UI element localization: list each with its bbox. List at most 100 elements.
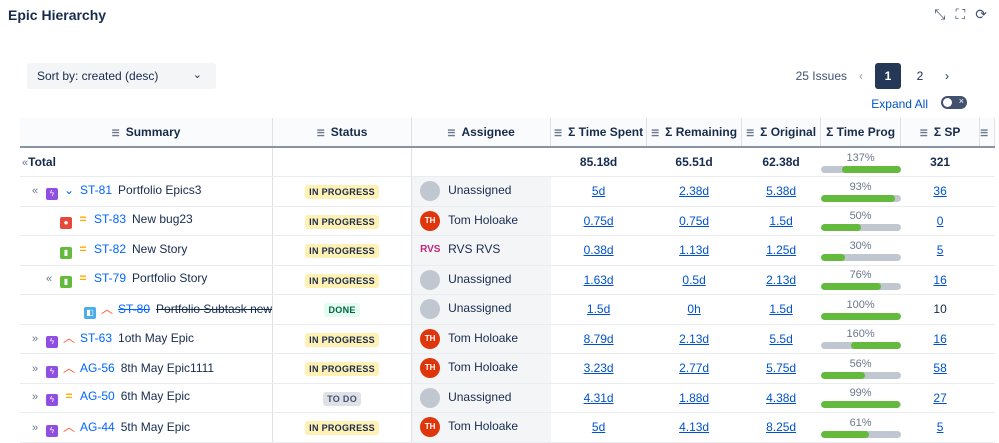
column-settings-icon[interactable]: ☰ xyxy=(316,128,325,138)
table-row[interactable]: » ϟ ︿ AG-56 8th May Epic1111 IN PROGRESS TH T… xyxy=(20,353,995,384)
column-header-extra[interactable]: ☰ xyxy=(979,118,996,148)
priority-high-icon: ︿ xyxy=(100,301,113,316)
column-header[interactable]: ☰ Σ SP xyxy=(900,118,981,148)
issue-key-link[interactable]: AG-50 xyxy=(80,389,115,404)
progress-fill xyxy=(842,165,901,173)
assignee-name: Unassigned xyxy=(448,389,512,404)
issue-key-link[interactable]: ST-80 xyxy=(118,301,151,316)
page-2-button[interactable]: 2 xyxy=(916,69,924,83)
table-row[interactable]: ● = ST-83 New bug23 IN PROGRESS TH Tom Holoa… xyxy=(20,206,995,236)
issue-key-link[interactable]: ST-83 xyxy=(94,212,127,227)
column-settings-icon[interactable]: ☰ xyxy=(111,128,120,138)
table-row[interactable]: « ϟ ⌄ ST-81 Portfolio Epics3 IN PROGRESS Una… xyxy=(20,176,995,207)
next-page-icon[interactable]: › xyxy=(945,69,949,83)
remaining-link[interactable]: 0h xyxy=(687,302,701,317)
table-row[interactable]: » ϟ = AG-50 6th May Epic TO DO Unassigned 4.… xyxy=(20,383,995,413)
remaining-link[interactable]: 0.5d xyxy=(682,272,706,287)
table-row[interactable]: » ϟ ︿ AG-44 5th May Epic IN PROGRESS TH Tom H… xyxy=(20,412,995,443)
sort-dropdown[interactable]: Sort by: created (desc) ⌄ xyxy=(27,63,216,89)
table-row[interactable]: ▮ = ST-82 New Story IN PROGRESS RVS RVS RVS … xyxy=(20,235,995,266)
expand-toggle-icon[interactable]: » xyxy=(32,362,39,375)
column-header[interactable]: ☰ Σ Time Spent xyxy=(550,118,648,148)
fullscreen-icon[interactable]: ⛶ xyxy=(955,6,966,22)
epic-icon: ϟ xyxy=(46,187,58,200)
time-progress: 61% xyxy=(820,417,901,438)
story-points[interactable]: 0 xyxy=(936,213,944,228)
issue-key-link[interactable]: AG-56 xyxy=(80,360,115,375)
remaining-link[interactable]: 0.75d xyxy=(679,213,710,228)
expand-all-link[interactable]: Expand All xyxy=(871,97,928,111)
story-icon: ▮ xyxy=(60,246,72,259)
story-points[interactable]: 5 xyxy=(936,420,944,435)
original-link[interactable]: 5.5d xyxy=(769,331,793,346)
pagination: 25 Issues ‹ 1 2 › xyxy=(796,63,955,89)
story-points: 10 xyxy=(933,302,947,317)
expand-toggle-icon[interactable]: « xyxy=(32,184,39,197)
table-row[interactable]: « ▮ = ST-79 Portfolio Story IN PROGRESS Unas… xyxy=(20,265,995,295)
issue-key-link[interactable]: ST-79 xyxy=(94,271,127,286)
column-settings-icon[interactable]: ☰ xyxy=(746,128,755,138)
remaining-link[interactable]: 4.13d xyxy=(679,420,710,435)
column-header[interactable]: ☰ Σ Original xyxy=(741,118,822,148)
refresh-icon[interactable]: ⟳ xyxy=(975,6,987,22)
time-spent-link[interactable]: 5d xyxy=(591,184,606,199)
column-settings-icon[interactable]: ☰ xyxy=(447,128,456,138)
column-settings-icon[interactable]: ☰ xyxy=(919,128,928,138)
expand-toggle-icon[interactable]: » xyxy=(32,391,39,404)
column-header[interactable]: ☰ Summary xyxy=(20,118,274,148)
column-label: Σ Time Prog xyxy=(826,125,896,139)
column-header[interactable]: ☰ Status xyxy=(272,118,413,148)
issue-key-link[interactable]: ST-81 xyxy=(80,182,113,197)
original-link[interactable]: 8.25d xyxy=(766,420,797,435)
remaining-link[interactable]: 2.38d xyxy=(679,184,710,199)
time-spent-link[interactable]: 1.5d xyxy=(586,302,611,317)
original-link[interactable]: 1.5d xyxy=(769,213,793,228)
time-spent-link[interactable]: 4.31d xyxy=(583,390,614,405)
original-link[interactable]: 4.38d xyxy=(766,390,797,405)
story-points[interactable]: 36 xyxy=(933,184,947,199)
expand-toggle-icon[interactable]: » xyxy=(32,421,39,434)
column-settings-icon[interactable]: ☰ xyxy=(554,128,563,138)
time-spent-link[interactable]: 1.63d xyxy=(583,272,614,287)
issue-key-link[interactable]: ST-82 xyxy=(94,241,127,256)
original-link[interactable]: 5.38d xyxy=(766,184,797,199)
collapse-all-icon[interactable]: « xyxy=(22,157,29,169)
column-header[interactable]: ☰ Σ Remaining xyxy=(646,118,743,148)
table-row[interactable]: ◧ ︿ ST-80 Portfolio Subtask new DONE Unassi… xyxy=(20,294,995,325)
column-settings-icon[interactable]: ☰ xyxy=(651,128,660,138)
expand-toggle-icon[interactable]: « xyxy=(46,273,53,286)
original-link[interactable]: 2.13d xyxy=(766,272,797,287)
original-link[interactable]: 5.75d xyxy=(766,361,797,376)
remaining-link[interactable]: 1.13d xyxy=(679,243,710,258)
collapse-icon[interactable]: ⤡ xyxy=(934,6,946,22)
remaining-link[interactable]: 2.77d xyxy=(679,361,710,376)
remaining-link[interactable]: 2.13d xyxy=(679,331,710,346)
issue-key-link[interactable]: AG-44 xyxy=(80,419,115,434)
time-spent-link[interactable]: 0.38d xyxy=(583,243,614,258)
issue-key-link[interactable]: ST-63 xyxy=(80,331,113,346)
column-header[interactable]: ☰ Assignee xyxy=(411,118,552,148)
time-spent-link[interactable]: 5d xyxy=(591,420,606,435)
page-1-button[interactable]: 1 xyxy=(875,63,901,89)
story-points[interactable]: 16 xyxy=(933,272,947,287)
priority-medium-icon: = xyxy=(79,241,87,256)
original-link[interactable]: 1.5d xyxy=(769,302,793,317)
column-settings-icon[interactable]: ☰ xyxy=(980,128,989,138)
story-points[interactable]: 16 xyxy=(933,331,947,346)
expand-toggle-icon[interactable]: » xyxy=(32,333,39,346)
remaining-link[interactable]: 1.88d xyxy=(679,390,710,405)
time-spent-link[interactable]: 8.79d xyxy=(583,331,614,346)
story-points[interactable]: 58 xyxy=(933,361,947,376)
story-points[interactable]: 27 xyxy=(933,390,947,405)
original-link[interactable]: 1.25d xyxy=(766,243,797,258)
time-spent-link[interactable]: 0.75d xyxy=(583,213,614,228)
prev-page-icon[interactable]: ‹ xyxy=(859,69,863,83)
time-spent-link[interactable]: 3.23d xyxy=(583,361,614,376)
table-row[interactable]: » ϟ ︿ ST-63 1oth May Epic IN PROGRESS TH Tom … xyxy=(20,324,995,354)
column-header[interactable]: Σ Time Prog xyxy=(820,118,902,148)
expand-all-toggle[interactable]: × xyxy=(941,96,967,109)
story-points[interactable]: 5 xyxy=(936,243,944,258)
total-spent: 85.18d xyxy=(550,147,647,177)
status-badge: IN PROGRESS xyxy=(305,185,379,200)
progress-fill xyxy=(820,371,866,379)
